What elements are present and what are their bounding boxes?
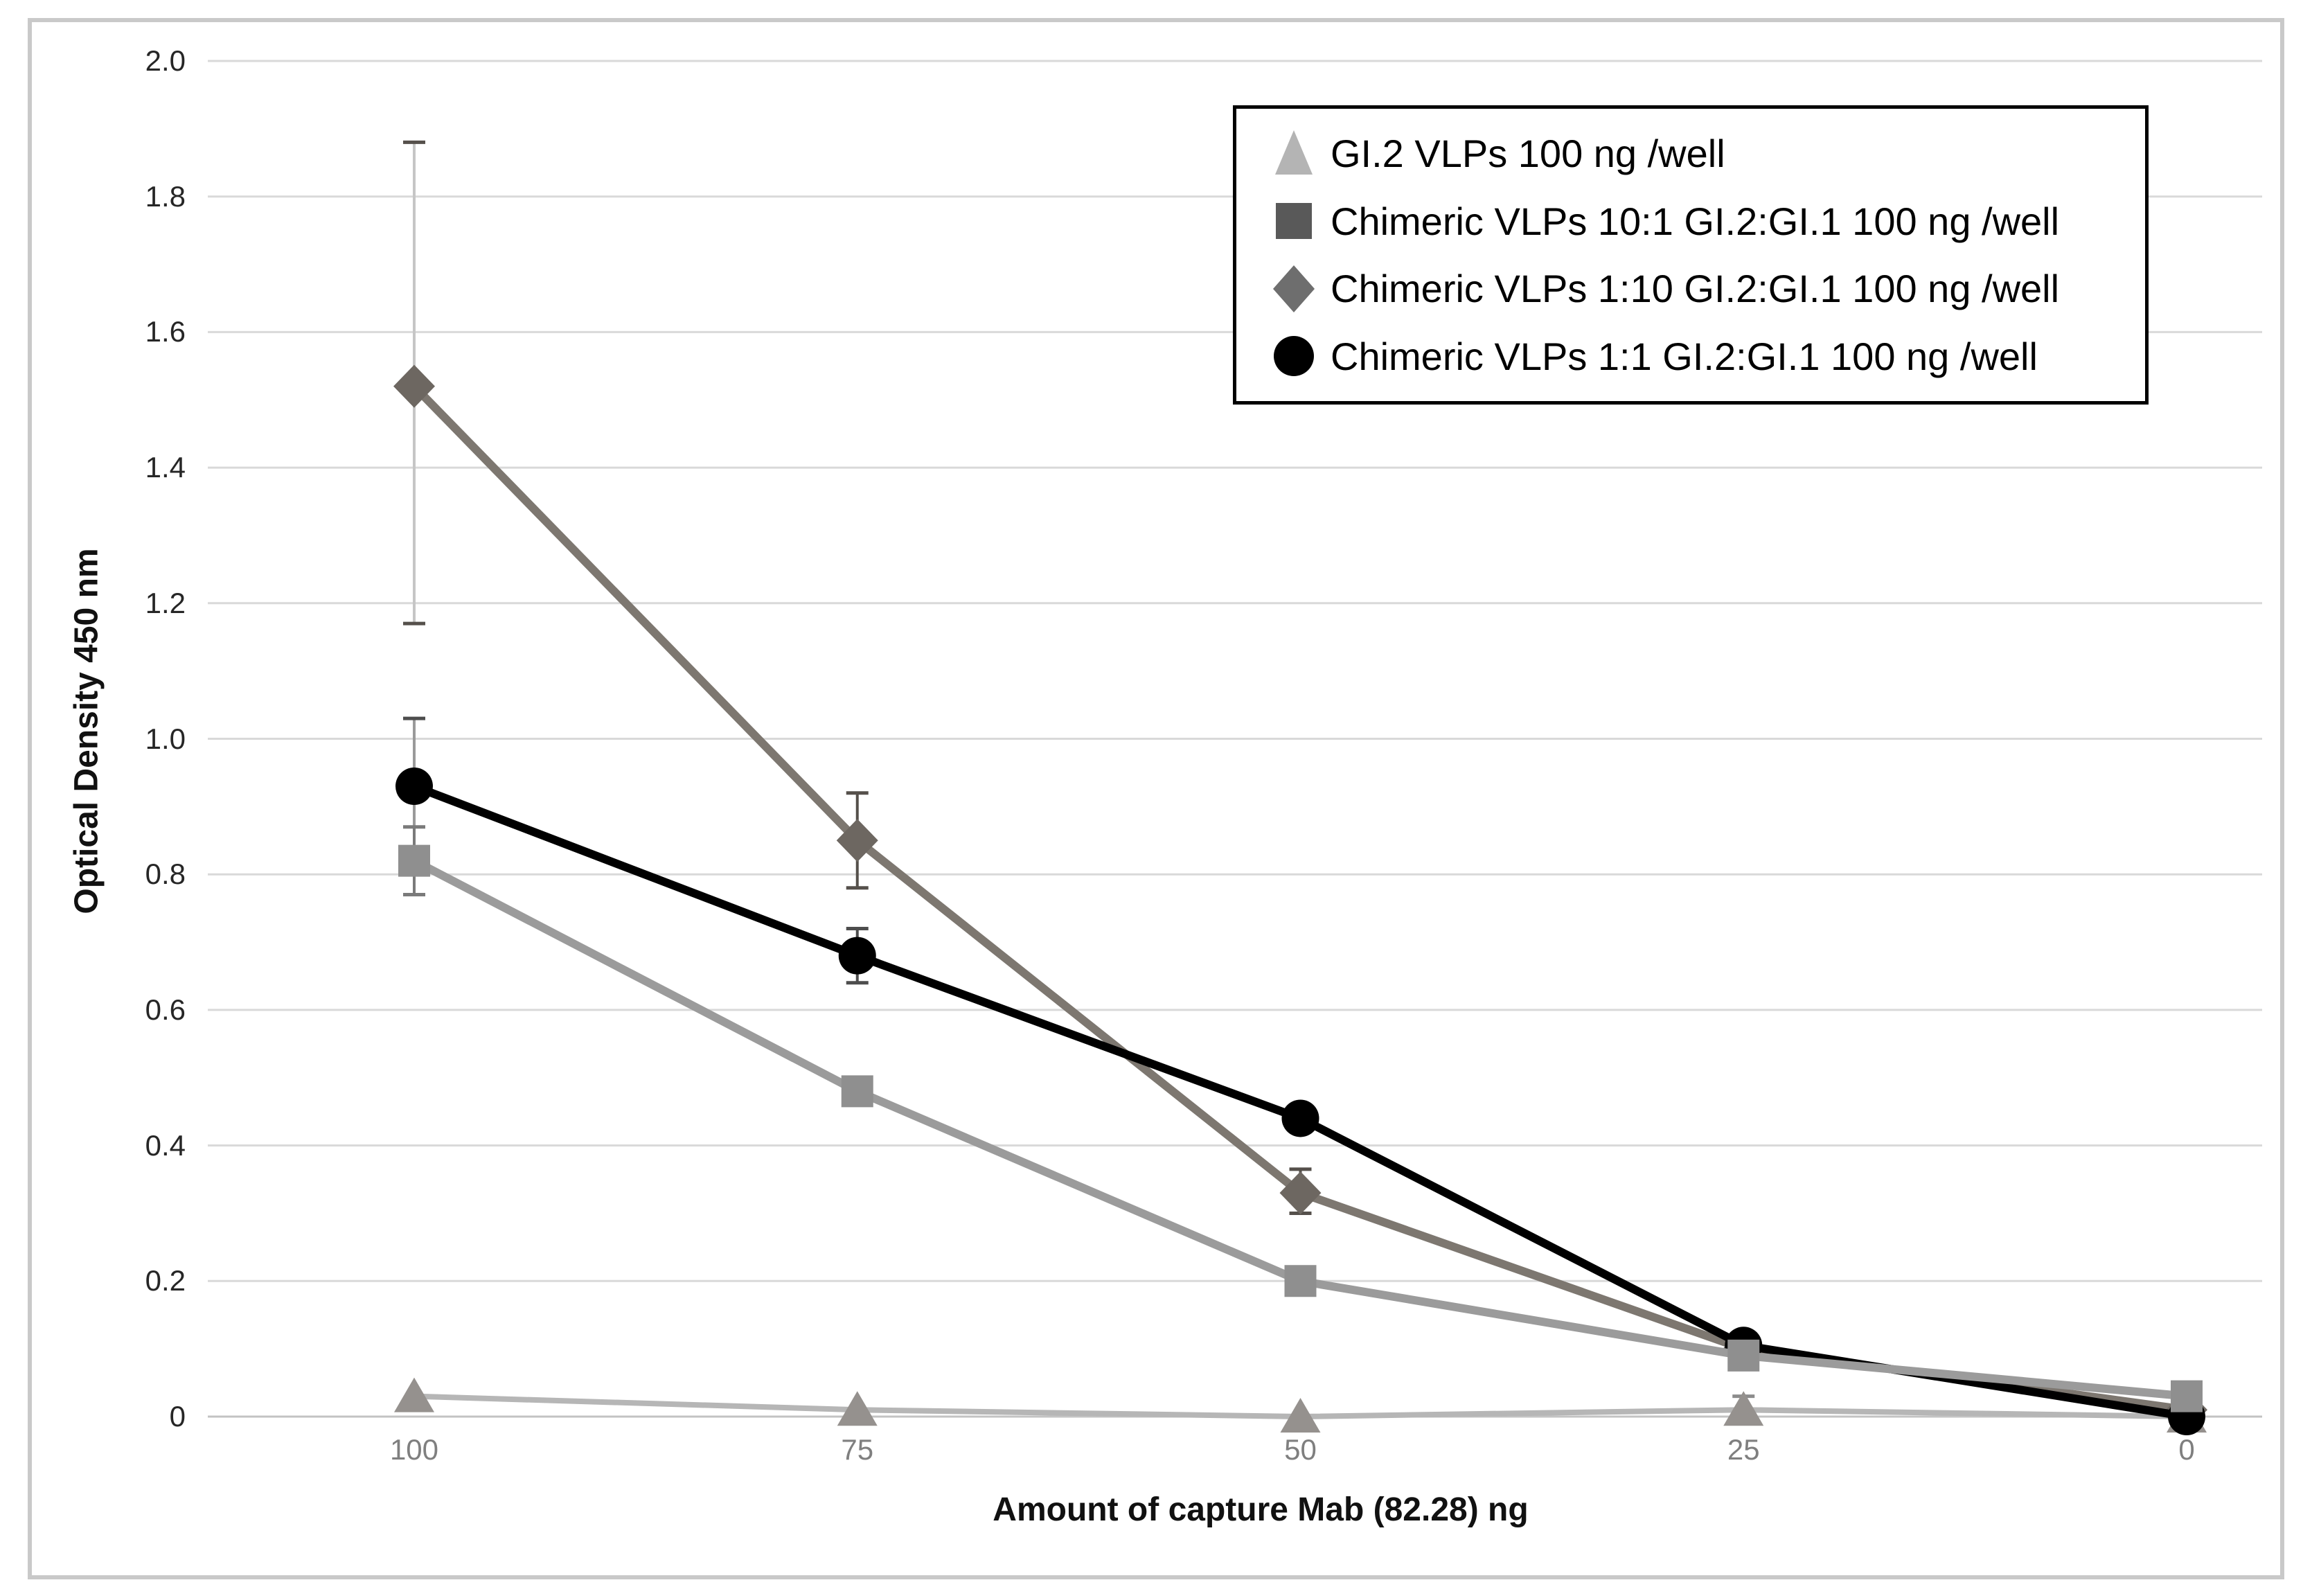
series-square (398, 825, 2203, 1412)
y-tick-label: 0.4 (145, 1128, 186, 1162)
triangle-icon (1275, 130, 1313, 175)
x-tick-label: 100 (389, 1433, 439, 1466)
legend: GI.2 VLPs 100 ng /well Chimeric VLPs 10:1… (1233, 105, 2149, 405)
legend-item-label: Chimeric VLPs 1:1 GI.2:GI.1 100 ng /well (1331, 334, 2038, 378)
y-tick-label: 0 (169, 1400, 186, 1433)
legend-item: GI.2 VLPs 100 ng /well (1268, 127, 2138, 181)
legend-item: Chimeric VLPs 1:1 GI.2:GI.1 100 ng /well (1268, 329, 2138, 383)
diamond-marker (1279, 1171, 1322, 1215)
square-marker (1284, 1265, 1317, 1297)
series-circle (395, 716, 2205, 1435)
triangle-marker (1280, 1398, 1321, 1433)
x-tick-label: 25 (1727, 1433, 1760, 1466)
x-tick-label: 75 (841, 1433, 874, 1466)
square-marker (398, 844, 430, 877)
circle-marker (395, 767, 433, 805)
legend-item: Chimeric VLPs 10:1 GI.2:GI.1 100 ng /wel… (1268, 194, 2138, 248)
diamond-marker (393, 364, 435, 408)
series-line (411, 383, 2187, 1415)
square-icon (1276, 203, 1312, 240)
y-tick-label: 1.6 (145, 315, 186, 348)
y-tick-label: 0.8 (145, 858, 186, 891)
y-tick-label: 2.0 (145, 44, 186, 77)
square-marker (2171, 1380, 2203, 1412)
circle-marker (1281, 1099, 1319, 1137)
legend-item-label: GI.2 VLPs 100 ng /well (1331, 132, 1725, 176)
diamond-icon (1273, 265, 1315, 312)
y-tick-label: 0.6 (145, 993, 186, 1026)
legend-item-label: Chimeric VLPs 10:1 GI.2:GI.1 100 ng /wel… (1331, 199, 2060, 243)
diamond-marker (836, 819, 878, 862)
square-marker (841, 1075, 873, 1108)
series-triangle (394, 1377, 2207, 1433)
square-marker (1727, 1339, 1760, 1372)
circle-icon (1274, 336, 1314, 377)
y-tick-label: 1.4 (145, 451, 186, 484)
legend-item-label: Chimeric VLPs 1:10 GI.2:GI.1 100 ng /wel… (1331, 267, 2060, 311)
y-tick-label: 1.2 (145, 586, 186, 619)
circle-marker (838, 937, 876, 975)
x-tick-label: 50 (1284, 1433, 1317, 1466)
x-axis-title: Amount of capture Mab (82.28) ng (993, 1491, 1529, 1528)
triangle-marker (1723, 1391, 1764, 1426)
y-axis-title: Optical Density 450 nm (68, 548, 105, 914)
triangle-marker (394, 1377, 434, 1412)
y-tick-label: 0.2 (145, 1264, 186, 1297)
legend-item: Chimeric VLPs 1:10 GI.2:GI.1 100 ng /wel… (1268, 262, 2138, 316)
x-tick-label: 0 (2178, 1433, 2195, 1466)
triangle-marker (837, 1391, 878, 1426)
y-tick-label: 1.8 (145, 179, 186, 213)
y-tick-label: 1.0 (145, 722, 186, 755)
